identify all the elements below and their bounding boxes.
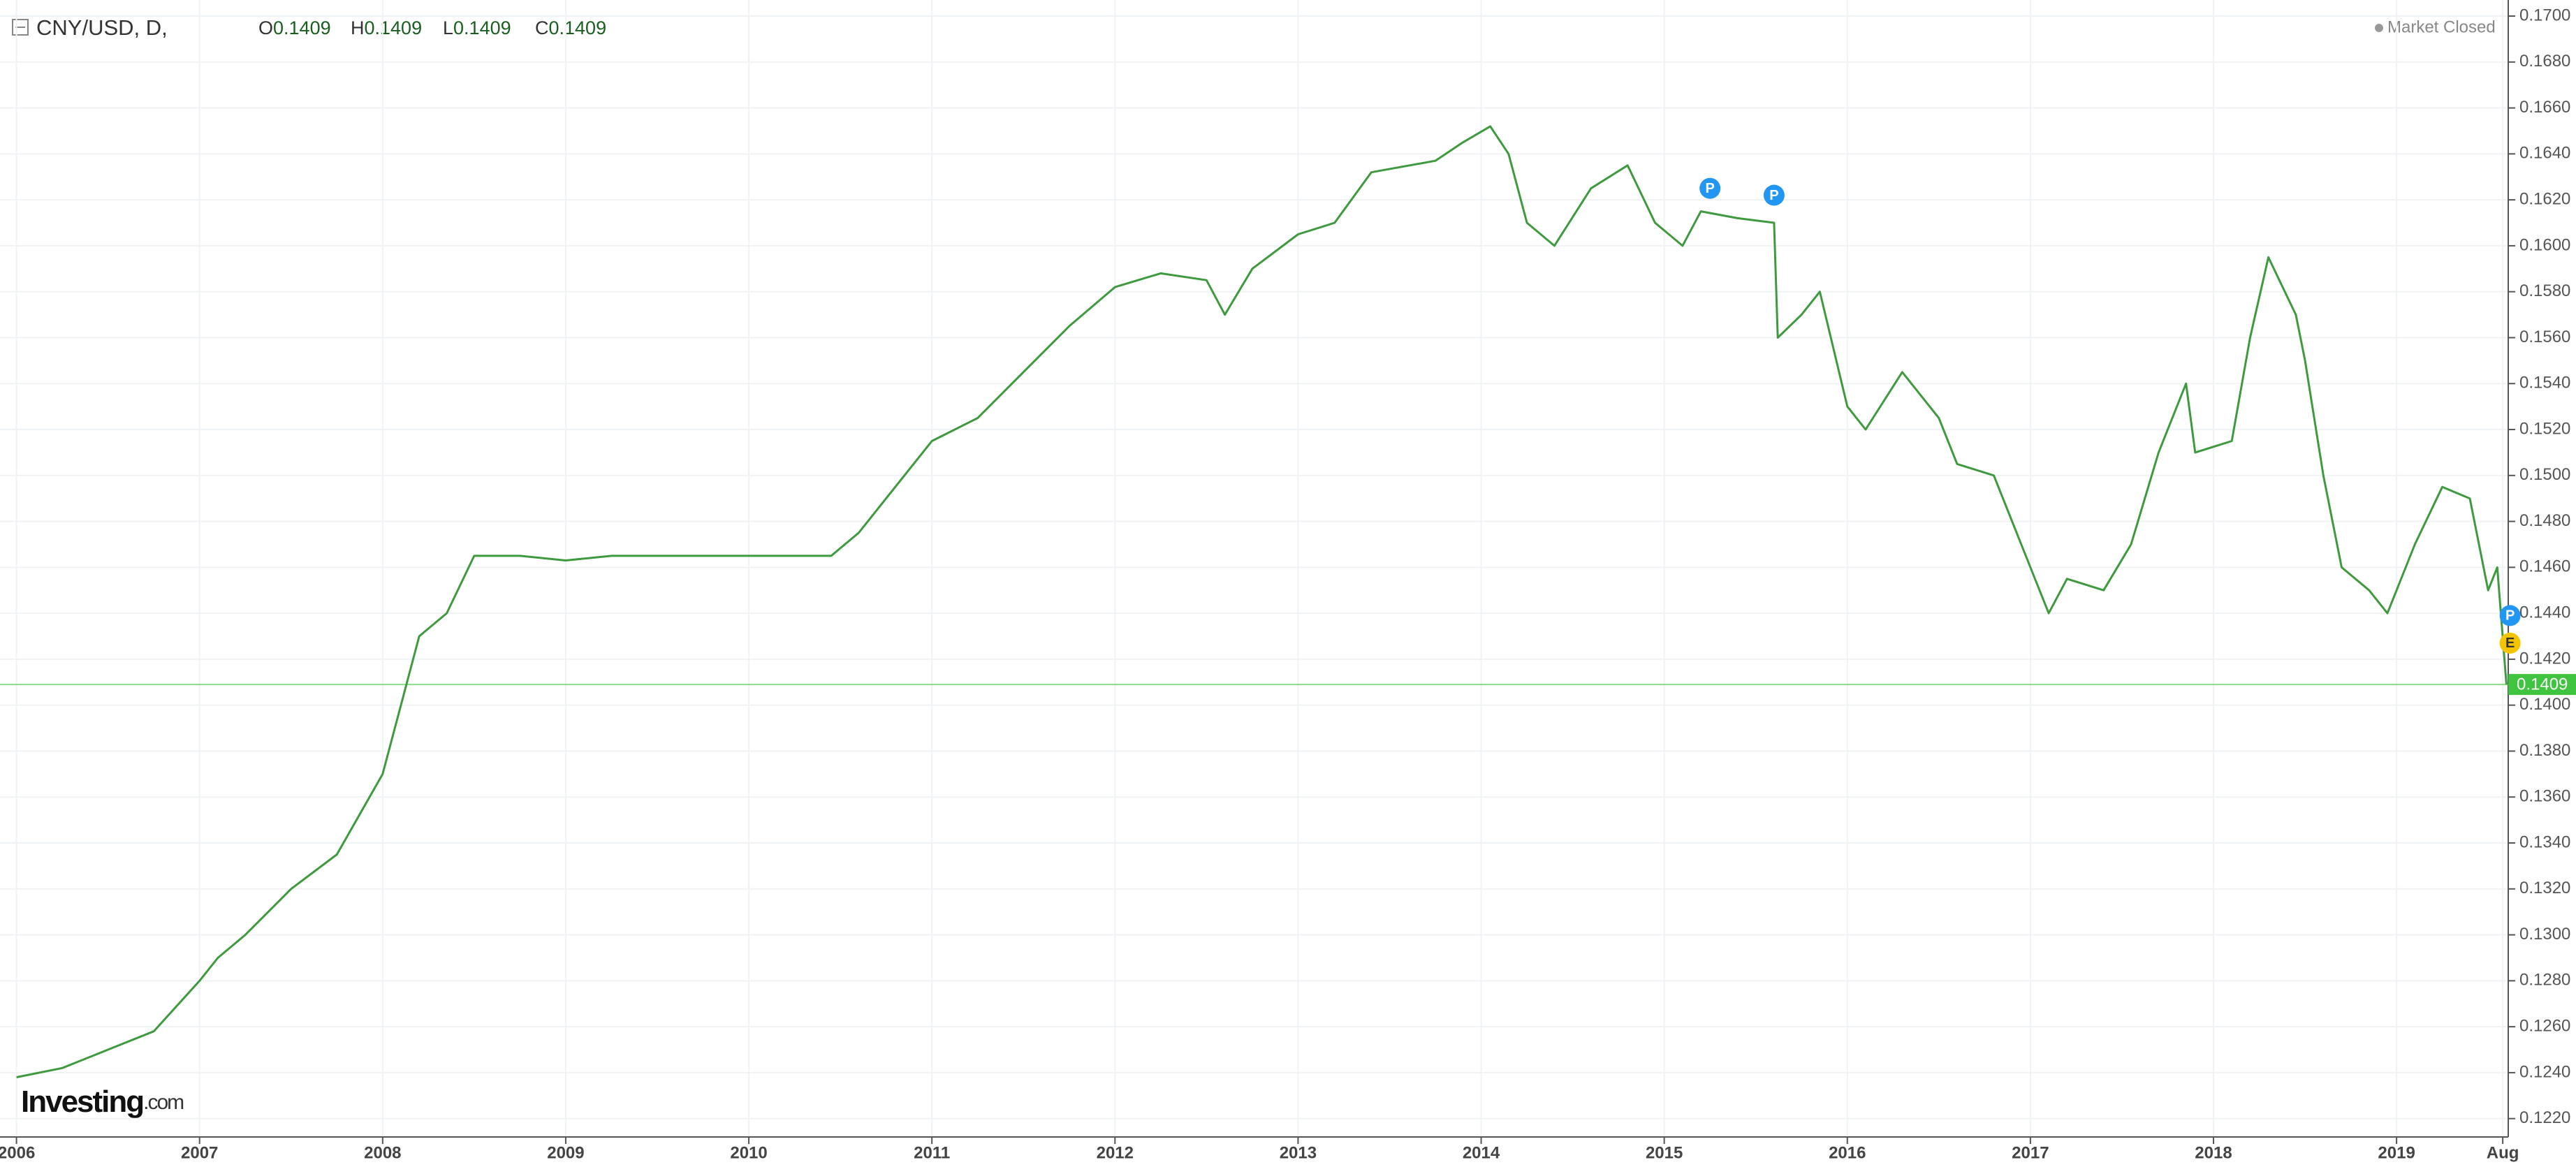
x-tick-label: 2008 xyxy=(364,1143,401,1162)
watermark-main: Investing xyxy=(21,1085,143,1119)
y-tick-label: 0.1240 xyxy=(2519,1062,2570,1081)
x-tick-label: 2012 xyxy=(1097,1143,1134,1162)
ohlc-value: 0.1409 xyxy=(453,17,511,38)
market-status: Market Closed xyxy=(2387,17,2496,36)
ohlc-value: 0.1409 xyxy=(273,17,331,38)
x-tick-label: 2007 xyxy=(181,1143,218,1162)
y-tick-label: 0.1380 xyxy=(2519,741,2570,760)
price-line xyxy=(16,125,2508,1078)
y-tick-label: 0.1680 xyxy=(2519,52,2570,71)
collapse-icon[interactable] xyxy=(12,19,29,36)
x-tick-label: 2016 xyxy=(1829,1143,1866,1162)
chart-title: CNY/USD, D, xyxy=(36,15,168,40)
event-marker xyxy=(2499,632,2521,654)
y-tick-label: 0.1360 xyxy=(2519,787,2570,806)
y-tick-label: 0.1220 xyxy=(2519,1108,2570,1127)
event-marker xyxy=(1763,184,1785,206)
y-tick-label: 0.1500 xyxy=(2519,465,2570,484)
ohlc-item: C0.1409 xyxy=(535,17,606,38)
y-tick-label: 0.1660 xyxy=(2519,98,2570,117)
y-tick-label: 0.1400 xyxy=(2519,695,2570,714)
ohlc-value: 0.1409 xyxy=(549,17,607,38)
x-tick-label: 2011 xyxy=(914,1143,950,1162)
x-tick-label: 2019 xyxy=(2378,1143,2415,1162)
y-tick-label: 0.1340 xyxy=(2519,832,2570,851)
x-tick-label: 2010 xyxy=(730,1143,767,1162)
y-tick-label: 0.1560 xyxy=(2519,328,2570,346)
y-tick-label: 0.1320 xyxy=(2519,879,2570,897)
ohlc-item: H0.1409 xyxy=(351,17,422,38)
x-tick-label: 2015 xyxy=(1646,1143,1683,1162)
event-marker-label: P xyxy=(1705,181,1714,196)
y-tick-label: 0.1460 xyxy=(2519,557,2570,576)
ohlc-label: L xyxy=(443,17,453,38)
ohlc-item: L0.1409 xyxy=(443,17,511,38)
watermark: Investing.com xyxy=(21,1085,184,1119)
y-tick-label: 0.1580 xyxy=(2519,281,2570,300)
y-tick-label: 0.1600 xyxy=(2519,235,2570,254)
last-price-label: 0.1409 xyxy=(2517,675,2568,693)
y-tick-label: 0.1260 xyxy=(2519,1016,2570,1035)
ohlc-item: O0.1409 xyxy=(258,17,331,38)
event-marker-label: P xyxy=(2505,608,2515,624)
y-tick-label: 0.1640 xyxy=(2519,144,2570,163)
y-tick-label: 0.1520 xyxy=(2519,419,2570,438)
x-tick-label: 2014 xyxy=(1463,1143,1500,1162)
y-tick-label: 0.1280 xyxy=(2519,971,2570,990)
y-tick-label: 0.1420 xyxy=(2519,649,2570,668)
event-marker xyxy=(1699,177,1721,199)
x-tick-label: 2017 xyxy=(2012,1143,2049,1162)
ohlc-label: H xyxy=(351,17,365,38)
y-tick-label: 0.1480 xyxy=(2519,511,2570,530)
event-marker-label: P xyxy=(1769,188,1778,203)
x-tick-label: 2013 xyxy=(1280,1143,1317,1162)
event-marker xyxy=(2499,605,2521,626)
y-tick-label: 0.1440 xyxy=(2519,603,2570,622)
x-tick-label: Aug xyxy=(2487,1143,2519,1162)
status-dot xyxy=(2375,24,2383,32)
event-marker-label: E xyxy=(2505,636,2515,651)
x-tick-label: 2006 xyxy=(0,1143,35,1162)
y-tick-label: 0.1620 xyxy=(2519,189,2570,208)
last-price-tag xyxy=(2508,674,2576,696)
watermark-suffix: .com xyxy=(143,1091,184,1114)
y-tick-label: 0.1300 xyxy=(2519,925,2570,944)
y-tick-label: 0.1540 xyxy=(2519,374,2570,392)
ohlc-value: 0.1409 xyxy=(365,17,423,38)
x-tick-label: 2018 xyxy=(2195,1143,2232,1162)
ohlc-label: C xyxy=(535,17,549,38)
y-tick-label: 0.1700 xyxy=(2519,6,2570,24)
ohlc-label: O xyxy=(258,17,273,38)
x-tick-label: 2009 xyxy=(547,1143,584,1162)
